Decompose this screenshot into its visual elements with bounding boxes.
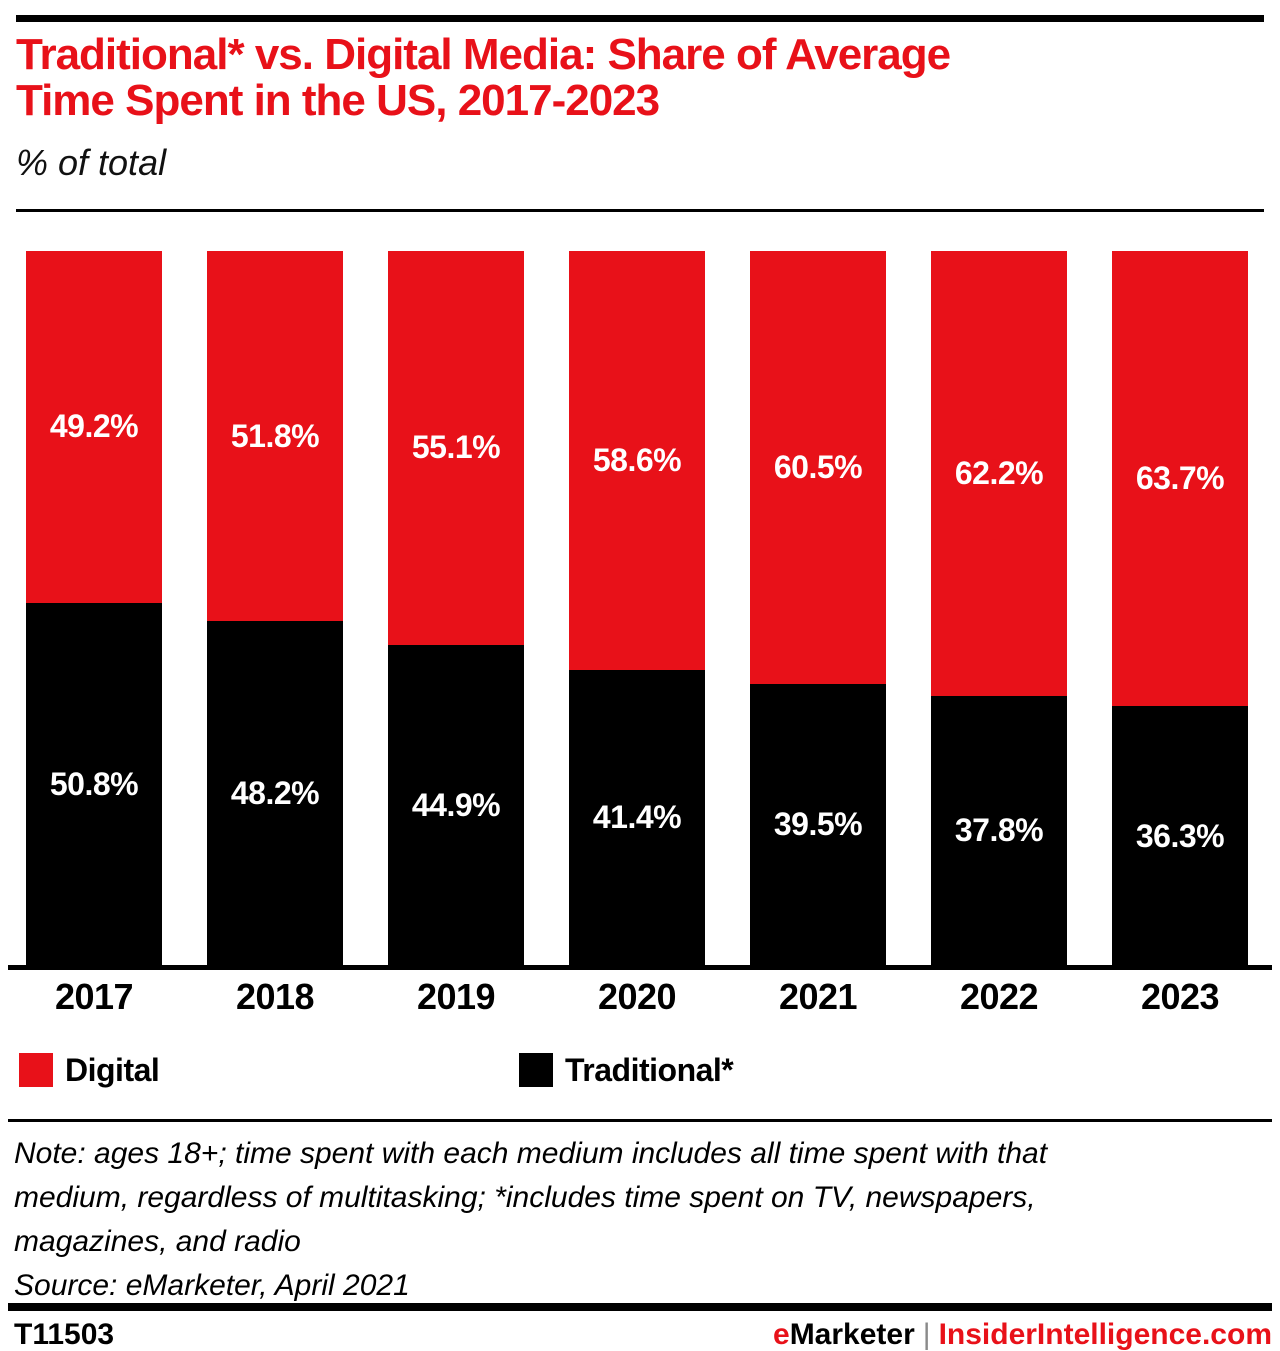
bar-2021: 60.5% 39.5% — [750, 251, 886, 966]
bar-segment-traditional-2022: 37.8% — [931, 695, 1067, 966]
emarketer-logo-e: e — [773, 1318, 790, 1351]
bar-value-label: 36.3% — [1135, 817, 1225, 854]
bar-segment-traditional-2020: 41.4% — [569, 669, 705, 966]
bar-value-label: 49.2% — [49, 408, 139, 445]
x-axis: 2017 2018 2019 2020 2021 2022 2023 — [0, 976, 1280, 1020]
legend-label: Digital — [65, 1051, 160, 1088]
bar-value-label: 44.9% — [411, 786, 501, 823]
bar-value-label: 58.6% — [592, 441, 682, 478]
footer: T11503 eMarketer | InsiderIntelligence.com — [0, 1318, 1280, 1351]
bar-value-label: 63.7% — [1135, 460, 1225, 497]
legend-swatch-icon — [519, 1053, 553, 1087]
bar-2022: 62.2% 37.8% — [931, 251, 1067, 966]
footnote-block: Note: ages 18+; time spent with each med… — [14, 1132, 1264, 1308]
bar-value-label: 39.5% — [773, 806, 863, 843]
brand-block: eMarketer | InsiderIntelligence.com — [773, 1318, 1272, 1351]
bar-value-label: 37.8% — [954, 812, 1044, 849]
bar-segment-digital-2023: 63.7% — [1112, 251, 1248, 707]
page-title: Traditional* vs. Digital Media: Share of… — [16, 32, 1264, 124]
x-axis-label-2022: 2022 — [959, 976, 1039, 1017]
x-axis-label-2019: 2019 — [416, 976, 496, 1017]
legend-item-traditional: Traditional* — [519, 1051, 734, 1088]
emarketer-logo-rest: Marketer — [789, 1318, 915, 1351]
bar-segment-digital-2017: 49.2% — [26, 251, 162, 603]
note-line: Note: ages 18+; time spent with each med… — [14, 1137, 1048, 1170]
bar-value-label: 41.4% — [592, 799, 682, 836]
bar-segment-traditional-2018: 48.2% — [207, 621, 343, 966]
bar-value-label: 51.8% — [230, 417, 320, 454]
x-axis-label-2018: 2018 — [235, 976, 315, 1017]
legend-divider — [8, 1119, 1272, 1122]
note-line: magazines, and radio — [14, 1225, 301, 1258]
bar-segment-digital-2022: 62.2% — [931, 251, 1067, 696]
bar-segment-digital-2018: 51.8% — [207, 251, 343, 622]
x-axis-label-2017: 2017 — [54, 976, 134, 1017]
legend-item-digital: Digital — [19, 1051, 160, 1088]
bar-segment-traditional-2019: 44.9% — [388, 644, 524, 966]
note-line: medium, regardless of multitasking; *inc… — [14, 1181, 1036, 1214]
chart-id: T11503 — [14, 1318, 115, 1351]
legend-swatch-icon — [19, 1053, 53, 1087]
footer-accent-bar — [8, 1303, 1272, 1311]
bar-2023: 63.7% 36.3% — [1112, 251, 1248, 966]
bar-segment-traditional-2021: 39.5% — [750, 683, 886, 966]
x-axis-label-2020: 2020 — [597, 976, 677, 1017]
source-line: Source: eMarketer, April 2021 — [14, 1269, 410, 1302]
page-title-line1: Traditional* vs. Digital Media: Share of… — [16, 30, 951, 79]
bar-segment-digital-2021: 60.5% — [750, 251, 886, 684]
bar-value-label: 55.1% — [411, 429, 501, 466]
bar-value-label: 62.2% — [954, 454, 1044, 491]
x-axis-line — [8, 965, 1272, 970]
x-axis-label-2021: 2021 — [778, 976, 858, 1017]
bar-value-label: 50.8% — [49, 765, 139, 802]
bar-segment-digital-2020: 58.6% — [569, 251, 705, 670]
plot-area: 49.2% 50.8% 51.8% 48.2% 55.1% 44.9% 58.6% 41.4%… — [0, 251, 1280, 966]
bar-2018: 51.8% 48.2% — [207, 251, 343, 966]
insider-intelligence-link[interactable]: InsiderIntelligence.com — [938, 1318, 1272, 1351]
bar-2017: 49.2% 50.8% — [26, 251, 162, 966]
brand-divider: | — [922, 1318, 931, 1351]
legend-label: Traditional* — [565, 1051, 734, 1088]
bar-segment-traditional-2017: 50.8% — [26, 602, 162, 966]
bar-2019: 55.1% 44.9% — [388, 251, 524, 966]
bar-value-label: 60.5% — [773, 448, 863, 485]
title-divider — [16, 209, 1264, 212]
top-accent-bar — [16, 15, 1264, 22]
chart-legend: Digital Traditional* — [0, 1051, 1280, 1089]
bar-value-label: 48.2% — [230, 775, 320, 812]
bar-segment-digital-2019: 55.1% — [388, 251, 524, 645]
bar-2020: 58.6% 41.4% — [569, 251, 705, 966]
page-subtitle: % of total — [16, 142, 167, 183]
bar-segment-traditional-2023: 36.3% — [1112, 706, 1248, 966]
page-title-line2: Time Spent in the US, 2017-2023 — [16, 76, 660, 125]
x-axis-label-2023: 2023 — [1140, 976, 1220, 1017]
